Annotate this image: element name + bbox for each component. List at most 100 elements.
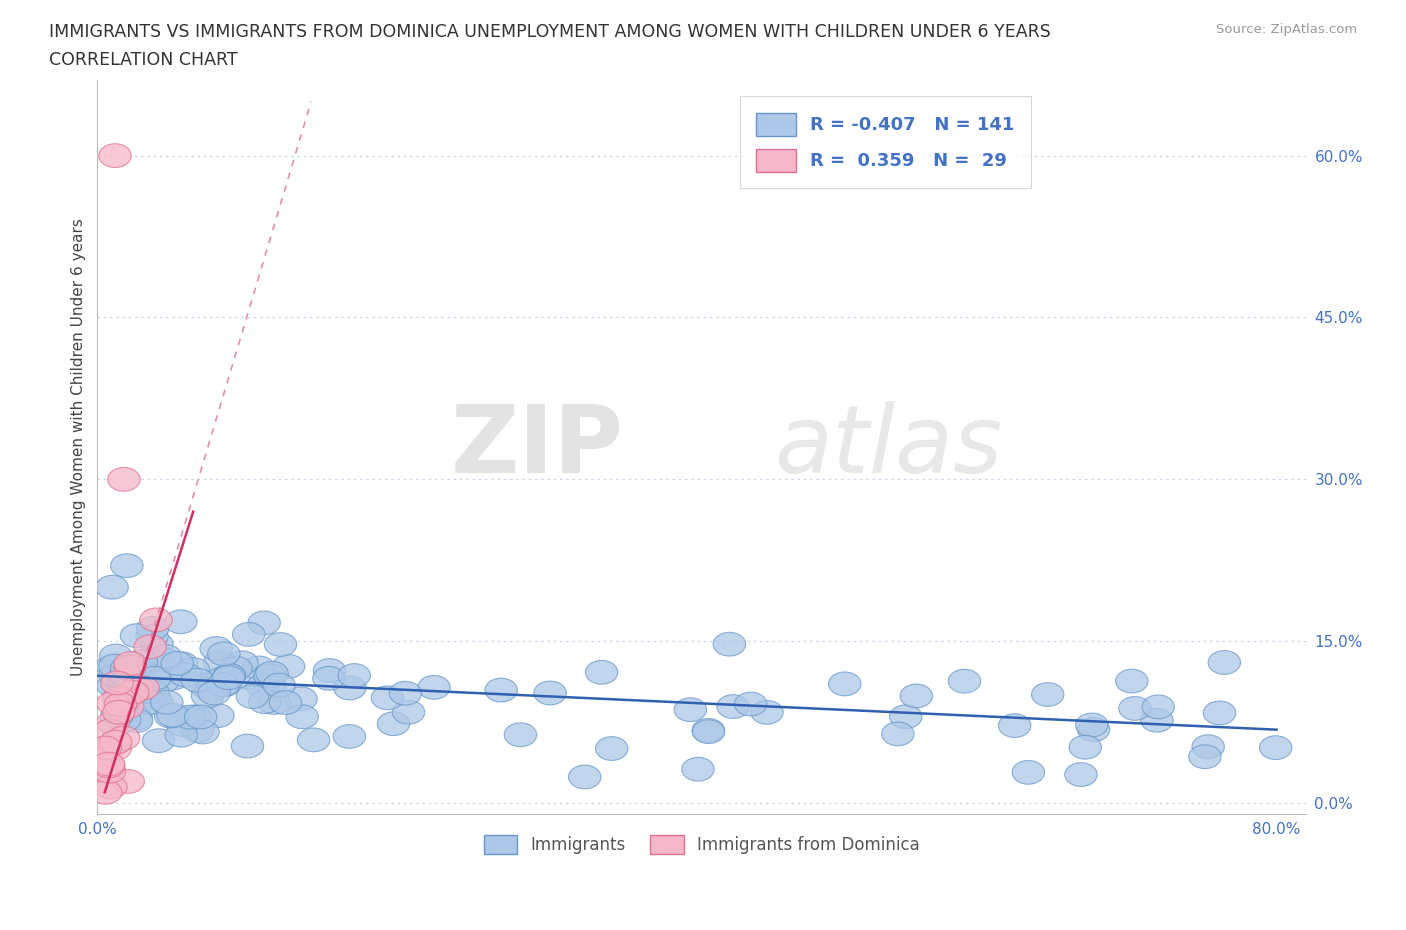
Ellipse shape (97, 691, 129, 715)
Ellipse shape (103, 686, 135, 711)
Ellipse shape (263, 673, 295, 698)
Ellipse shape (389, 682, 422, 705)
Ellipse shape (111, 695, 143, 718)
Ellipse shape (226, 651, 259, 674)
Ellipse shape (90, 780, 122, 804)
Ellipse shape (214, 664, 246, 687)
Ellipse shape (114, 652, 146, 675)
Ellipse shape (232, 622, 264, 646)
Ellipse shape (157, 703, 190, 727)
Ellipse shape (108, 687, 141, 711)
Ellipse shape (734, 692, 766, 716)
Ellipse shape (270, 691, 302, 714)
Ellipse shape (692, 719, 724, 742)
Ellipse shape (108, 670, 141, 693)
Ellipse shape (256, 661, 288, 685)
Text: CORRELATION CHART: CORRELATION CHART (49, 51, 238, 69)
Ellipse shape (108, 468, 141, 491)
Ellipse shape (121, 676, 153, 700)
Ellipse shape (207, 672, 239, 697)
Ellipse shape (333, 724, 366, 749)
Ellipse shape (187, 720, 219, 744)
Ellipse shape (105, 684, 138, 708)
Ellipse shape (94, 775, 127, 799)
Ellipse shape (98, 737, 131, 760)
Ellipse shape (149, 644, 181, 668)
Ellipse shape (1142, 695, 1174, 719)
Ellipse shape (141, 632, 173, 656)
Ellipse shape (181, 669, 214, 692)
Ellipse shape (125, 649, 157, 673)
Ellipse shape (232, 665, 264, 689)
Ellipse shape (150, 690, 183, 714)
Ellipse shape (900, 684, 932, 708)
Ellipse shape (201, 704, 233, 727)
Ellipse shape (596, 737, 628, 761)
Ellipse shape (117, 681, 149, 704)
Ellipse shape (98, 144, 131, 167)
Ellipse shape (285, 705, 318, 729)
Ellipse shape (97, 655, 129, 678)
Ellipse shape (94, 719, 127, 743)
Ellipse shape (101, 704, 134, 728)
Legend: Immigrants, Immigrants from Dominica: Immigrants, Immigrants from Dominica (477, 828, 927, 860)
Ellipse shape (110, 657, 143, 680)
Ellipse shape (132, 680, 165, 703)
Ellipse shape (131, 673, 163, 698)
Ellipse shape (181, 719, 214, 742)
Ellipse shape (118, 692, 150, 715)
Ellipse shape (534, 681, 567, 705)
Ellipse shape (136, 624, 169, 648)
Ellipse shape (134, 635, 166, 658)
Ellipse shape (713, 632, 745, 656)
Ellipse shape (139, 608, 172, 631)
Ellipse shape (146, 670, 179, 693)
Ellipse shape (115, 671, 148, 694)
Ellipse shape (692, 720, 725, 743)
Ellipse shape (191, 684, 224, 708)
Ellipse shape (247, 611, 280, 635)
Ellipse shape (214, 664, 246, 687)
Ellipse shape (138, 666, 170, 690)
Ellipse shape (128, 680, 160, 703)
Ellipse shape (121, 709, 153, 733)
Ellipse shape (1188, 745, 1222, 768)
Ellipse shape (204, 651, 236, 674)
Ellipse shape (198, 681, 231, 705)
Ellipse shape (828, 672, 860, 696)
Ellipse shape (173, 705, 205, 729)
Ellipse shape (110, 696, 142, 719)
Y-axis label: Unemployment Among Women with Children Under 6 years: Unemployment Among Women with Children U… (72, 218, 86, 676)
Ellipse shape (1064, 763, 1097, 787)
Ellipse shape (998, 713, 1031, 737)
Ellipse shape (141, 644, 173, 667)
Ellipse shape (259, 691, 291, 714)
Ellipse shape (219, 657, 252, 681)
Ellipse shape (188, 673, 221, 697)
Ellipse shape (184, 705, 217, 729)
Ellipse shape (249, 690, 281, 713)
Ellipse shape (142, 729, 174, 752)
Ellipse shape (377, 711, 409, 736)
Ellipse shape (1140, 709, 1173, 732)
Ellipse shape (136, 617, 169, 640)
Ellipse shape (98, 654, 131, 678)
Ellipse shape (120, 706, 152, 730)
Ellipse shape (111, 553, 143, 578)
Text: ZIP: ZIP (450, 401, 623, 493)
Ellipse shape (882, 722, 914, 746)
Ellipse shape (231, 734, 264, 758)
Ellipse shape (127, 676, 159, 700)
Ellipse shape (236, 684, 269, 709)
Ellipse shape (1260, 736, 1292, 760)
Ellipse shape (166, 712, 198, 737)
Ellipse shape (371, 686, 404, 710)
Ellipse shape (418, 675, 450, 699)
Ellipse shape (585, 660, 617, 684)
Ellipse shape (101, 671, 134, 695)
Ellipse shape (89, 737, 121, 760)
Ellipse shape (93, 752, 125, 776)
Ellipse shape (948, 670, 980, 693)
Ellipse shape (96, 576, 128, 599)
Ellipse shape (273, 655, 305, 678)
